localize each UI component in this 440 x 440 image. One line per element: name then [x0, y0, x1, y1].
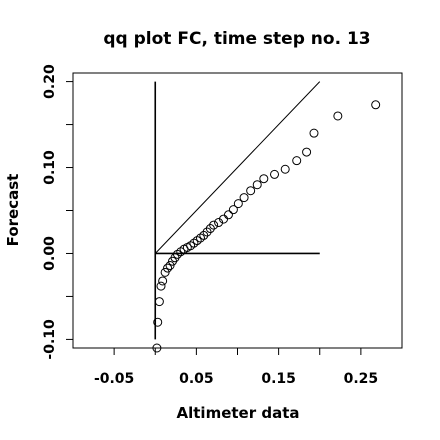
x-tick-label: 0.05	[179, 371, 214, 387]
qq-point	[172, 249, 182, 259]
qq-point	[302, 147, 312, 157]
qq-point	[165, 261, 175, 270]
qq-point	[233, 199, 243, 209]
qq-point	[176, 247, 186, 257]
reference-lines	[154, 81, 321, 340]
x-axis: -0.05 0.05 0.15 0.25	[94, 348, 378, 387]
qq-point	[292, 156, 302, 166]
y-tick-label: 0.10	[42, 150, 58, 185]
qq-point	[192, 236, 202, 246]
qq-point	[228, 205, 238, 215]
qq-point	[189, 238, 199, 248]
qq-point	[186, 241, 196, 251]
x-axis-label: Altimeter data	[177, 404, 300, 422]
qq-point	[280, 164, 290, 174]
y-axis-label: Forecast	[4, 174, 22, 247]
x-tick-label: -0.05	[94, 371, 134, 387]
y-axis: -0.10 0.00 0.10 0.20	[42, 64, 73, 360]
y-tick-label: -0.10	[42, 319, 58, 360]
qq-point	[309, 128, 319, 138]
x-tick-label: 0.25	[344, 371, 379, 387]
qq-point	[154, 297, 164, 307]
qq-point	[223, 210, 233, 220]
qq-point	[163, 263, 173, 273]
qq-point	[239, 193, 249, 203]
qq-point	[160, 267, 170, 277]
qq-point	[158, 276, 168, 286]
chart-title: qq plot FC, time step no. 13	[103, 29, 370, 49]
qq-point	[199, 230, 209, 240]
qq-point	[371, 100, 381, 110]
x-tick-label: 0.15	[261, 371, 296, 387]
qq-points	[152, 100, 381, 353]
y-tick-label: 0.20	[42, 64, 58, 99]
identity-reference-line	[154, 81, 321, 254]
qq-point	[195, 233, 205, 243]
qq-point	[333, 111, 343, 121]
qq-point	[152, 343, 162, 353]
qq-point	[205, 224, 215, 234]
qq-point	[153, 317, 163, 327]
qq-point	[202, 227, 212, 237]
qq-point	[270, 169, 280, 179]
qq-point	[156, 281, 166, 291]
qq-point	[252, 180, 262, 190]
qq-point	[259, 174, 269, 184]
y-tick-label: 0.00	[42, 236, 58, 271]
qq-point	[246, 186, 256, 196]
qq-point	[209, 220, 219, 230]
